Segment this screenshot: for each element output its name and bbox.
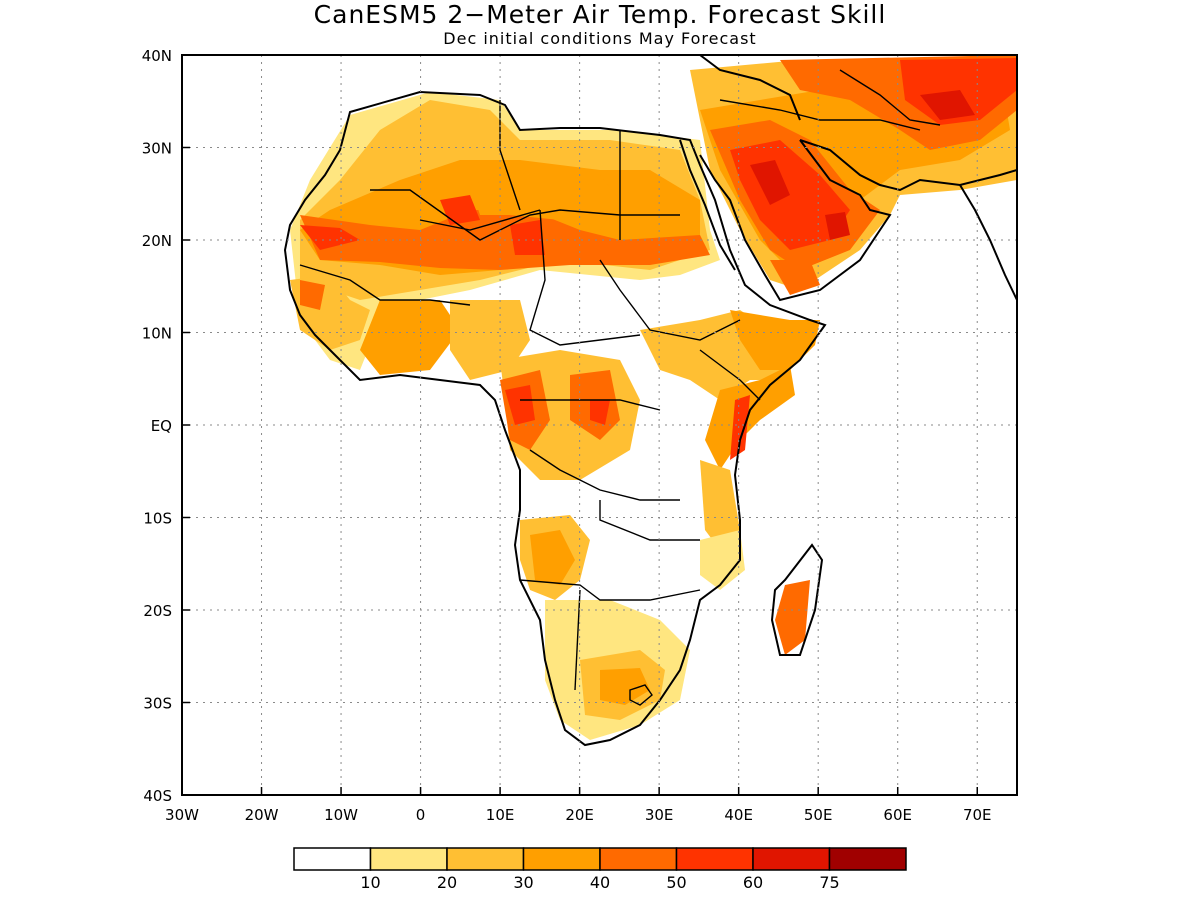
region-congo-60: [505, 385, 610, 425]
lon-tick-label: 60E: [883, 806, 912, 824]
lat-tick-label: 10S: [143, 510, 172, 528]
colorbar-label: 50: [666, 873, 686, 892]
border-14: [719, 99, 921, 131]
red-sea-west: [679, 139, 736, 271]
border-11: [574, 589, 581, 691]
colorbar-swatch: [675, 847, 754, 871]
region-guinea-coast: [360, 300, 460, 375]
border-6: [529, 209, 641, 346]
lat-tick-label: EQ: [151, 417, 172, 435]
lat-tick-label: 30N: [142, 140, 172, 158]
africa-coastline: [283, 90, 827, 747]
lon-tick-label: 30W: [165, 806, 199, 824]
colorbar-swatch: [599, 847, 678, 871]
border-13: [699, 349, 761, 401]
region-west-africa-50: [300, 280, 325, 310]
colorbar-label: 20: [437, 873, 457, 892]
border-3: [499, 100, 521, 211]
region-iran-75: [920, 90, 975, 120]
colorbar-label: 30: [513, 873, 533, 892]
mediterranean-north: [699, 55, 801, 121]
region-tanzania: [700, 460, 740, 550]
lon-tick-label: 10W: [324, 806, 358, 824]
coastline-layer: [283, 55, 1017, 747]
region-sahel-60: [300, 195, 545, 255]
border-8: [520, 399, 661, 411]
region-arabia-75: [750, 160, 850, 240]
region-horn: [730, 310, 820, 370]
lon-tick-label: 0: [416, 806, 426, 824]
region-kenya-60: [730, 395, 750, 460]
border-7: [599, 259, 741, 341]
graticule: [182, 55, 1017, 795]
colorbar-swatch: [446, 847, 525, 871]
border-5: [299, 264, 471, 306]
map-subtitle: Dec initial conditions May Forecast: [443, 29, 757, 48]
lon-tick-label: 70E: [963, 806, 992, 824]
india-coast: [959, 184, 1017, 301]
skill-shading-layer: [285, 55, 1017, 745]
colorbar-label: 40: [590, 873, 610, 892]
region-sahara-40b: [470, 170, 620, 230]
lon-tick-label: 30E: [645, 806, 674, 824]
border-12: [599, 500, 700, 541]
lon-tick-label: 20E: [565, 806, 594, 824]
colorbar-swatch: [522, 847, 601, 871]
lat-axis: 40N 30N 20N 10N EQ 10S 20S 30S 40S: [142, 47, 190, 805]
lon-tick-label: 50E: [804, 806, 833, 824]
arabia-coastline: [699, 139, 892, 302]
lat-tick-label: 20S: [143, 602, 172, 620]
lon-tick-label: 20W: [245, 806, 279, 824]
lon-tick-label: 10E: [486, 806, 515, 824]
lat-tick-label: 10N: [142, 325, 172, 343]
lat-tick-label: 40S: [143, 787, 172, 805]
border-layer: [299, 69, 941, 706]
lon-axis: 30W 20W 10W 0 10E 20E 30E 40E 50E 60E 70E: [165, 787, 992, 824]
lat-tick-label: 20N: [142, 232, 172, 250]
colorbar-label: 10: [360, 873, 380, 892]
colorbar-swatch: [752, 847, 831, 871]
region-mozambique: [700, 530, 745, 590]
border-10: [519, 579, 701, 601]
region-madagascar: [775, 580, 810, 655]
lat-tick-label: 40N: [142, 47, 172, 65]
madagascar-coastline: [770, 543, 824, 656]
region-kenya: [705, 365, 795, 470]
persian-gulf: [799, 139, 1017, 192]
region-south-africa-40: [600, 668, 650, 705]
colorbar-swatch: [293, 847, 372, 871]
lon-tick-label: 40E: [724, 806, 753, 824]
region-arabia-south: [770, 260, 820, 295]
map-title: CanESM5 2−Meter Air Temp. Forecast Skill: [313, 0, 887, 29]
colorbar: 10 20 30 40 50 60 75: [293, 847, 907, 892]
border-15: [839, 69, 941, 126]
border-4: [419, 209, 541, 231]
colorbar-swatch: [828, 847, 907, 871]
lesotho: [629, 684, 653, 706]
colorbar-label: 60: [743, 873, 763, 892]
region-angola-40: [530, 530, 575, 585]
lat-tick-label: 30S: [143, 695, 172, 713]
border-9: [529, 449, 680, 501]
colorbar-label: 75: [819, 873, 839, 892]
colorbar-swatch: [369, 847, 448, 871]
